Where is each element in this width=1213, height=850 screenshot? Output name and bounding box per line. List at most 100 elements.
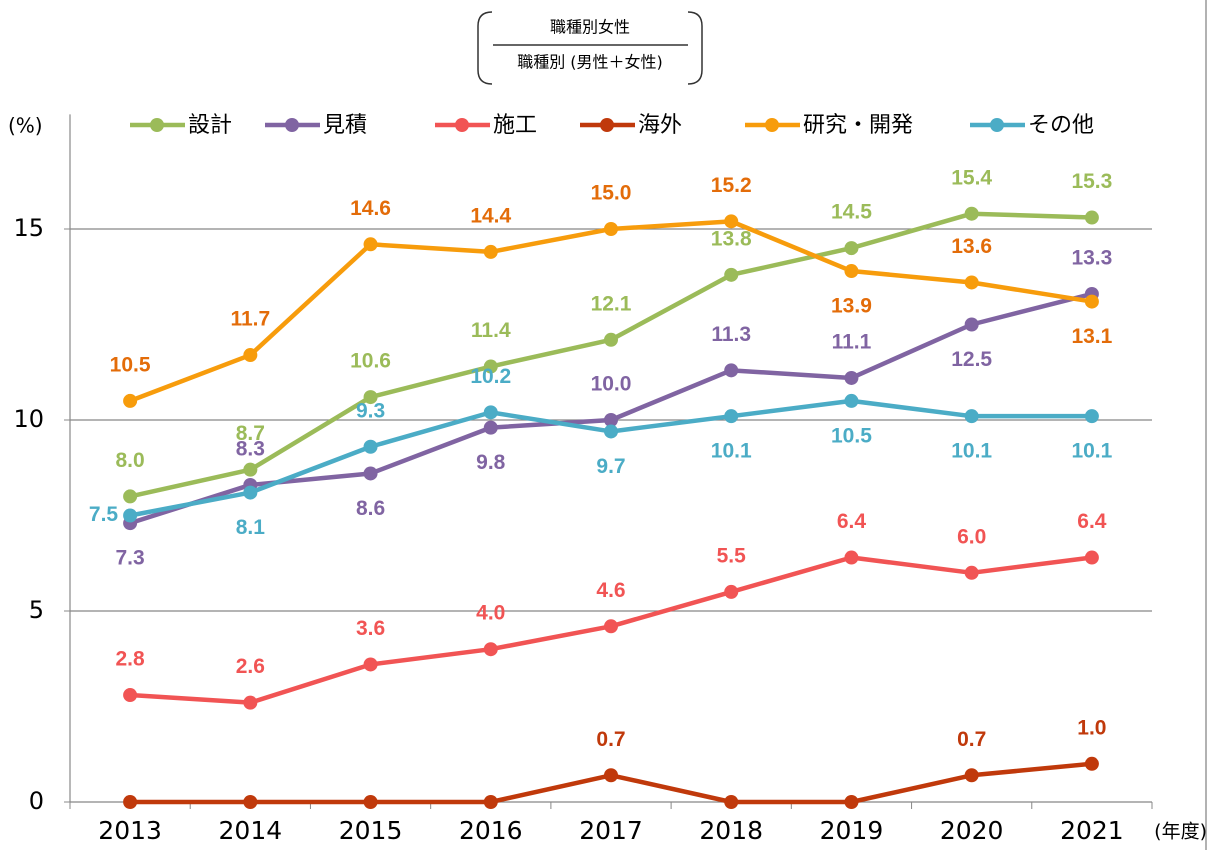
data-label: 5.5: [717, 544, 747, 567]
data-label: 14.4: [470, 204, 511, 227]
data-label: 14.5: [831, 201, 872, 224]
point: [964, 409, 979, 424]
x-tick-label: 2020: [940, 816, 1004, 845]
point: [123, 795, 138, 809]
x-tick-label: 2016: [459, 816, 523, 845]
point: [604, 332, 618, 347]
data-label: 0.7: [957, 728, 986, 751]
data-label: 9.3: [356, 399, 385, 422]
point: [604, 768, 618, 783]
data-label: 13.1: [1071, 325, 1112, 348]
x-tick-label: 2013: [98, 816, 162, 845]
point: [123, 688, 138, 703]
point: [483, 359, 498, 374]
point: [964, 206, 979, 221]
data-label: 10.2: [470, 365, 511, 388]
legend-marker: [765, 118, 779, 132]
point: [724, 795, 739, 809]
legend-marker: [990, 118, 1004, 132]
x-tick-label: 2018: [699, 816, 763, 845]
point: [724, 409, 739, 424]
point: [123, 489, 138, 504]
data-label: 10.1: [951, 440, 992, 463]
data-label: 3.6: [356, 617, 385, 640]
data-label: 15.2: [711, 174, 752, 197]
legend-label: 研究・開発: [803, 113, 913, 138]
x-tick-label: 2014: [219, 816, 283, 845]
point: [604, 424, 618, 439]
point: [1084, 409, 1099, 424]
point: [844, 264, 859, 279]
data-label: 0.7: [596, 728, 625, 751]
point: [483, 405, 498, 420]
data-label: 10.1: [711, 440, 752, 463]
data-label: 8.3: [236, 437, 265, 460]
point: [123, 393, 138, 408]
point: [724, 214, 739, 229]
point: [604, 222, 618, 236]
point: [363, 657, 378, 672]
data-label: 11.4: [471, 319, 511, 342]
data-label: 13.8: [711, 227, 752, 250]
data-label: 10.5: [110, 353, 151, 376]
legend-label: その他: [1028, 113, 1094, 138]
point: [844, 550, 859, 565]
data-label: 4.6: [596, 579, 625, 602]
point: [363, 390, 378, 405]
point: [844, 795, 859, 809]
x-tick-label: 2021: [1060, 816, 1124, 845]
data-label: 12.1: [591, 292, 632, 315]
data-label: 13.6: [951, 235, 992, 258]
data-label: 13.9: [831, 295, 872, 318]
point: [243, 348, 258, 363]
y-tick-label: 0: [29, 787, 44, 815]
data-label: 7.5: [89, 503, 119, 526]
point: [964, 768, 979, 783]
y-tick-label: 15: [13, 214, 44, 242]
point: [1084, 210, 1099, 225]
point: [363, 466, 378, 481]
data-label: 10.1: [1071, 440, 1112, 463]
data-label: 7.3: [116, 547, 145, 570]
x-tick-label: 2019: [820, 816, 884, 845]
bracket-left: [477, 11, 493, 85]
point: [724, 267, 739, 282]
data-label: 8.1: [236, 516, 266, 539]
point: [243, 695, 258, 710]
data-label: 11.3: [711, 323, 751, 346]
point: [844, 393, 859, 408]
data-label: 10.0: [591, 373, 632, 396]
point: [724, 363, 739, 378]
y-tick-label: 10: [13, 405, 44, 433]
data-label: 10.6: [350, 350, 391, 373]
data-label: 8.6: [356, 497, 385, 520]
point: [483, 795, 498, 809]
y-tick-label: 5: [29, 596, 44, 624]
bracket-right: [687, 11, 703, 85]
data-label: 8.0: [116, 449, 145, 472]
legend-label: 施工: [493, 113, 537, 138]
y-axis-label: (%): [8, 114, 43, 138]
x-axis-label: (年度): [1154, 821, 1207, 843]
legend-marker: [600, 118, 614, 132]
data-label: 2.8: [116, 648, 146, 671]
point: [483, 244, 498, 259]
data-label: 13.3: [1071, 246, 1112, 269]
legend-label: 海外: [638, 113, 682, 138]
legend-marker: [285, 118, 299, 132]
point: [1084, 756, 1099, 771]
data-label: 14.6: [350, 197, 391, 220]
point: [483, 642, 498, 657]
point: [964, 565, 979, 580]
data-label: 1.0: [1077, 716, 1106, 739]
point: [123, 508, 138, 523]
data-label: 11.1: [832, 331, 872, 354]
point: [243, 795, 258, 809]
point: [363, 439, 378, 454]
data-label: 4.0: [476, 602, 505, 625]
point: [964, 317, 979, 332]
point: [844, 370, 859, 385]
data-label: 9.7: [596, 455, 625, 478]
point: [964, 275, 979, 290]
point: [724, 584, 739, 599]
